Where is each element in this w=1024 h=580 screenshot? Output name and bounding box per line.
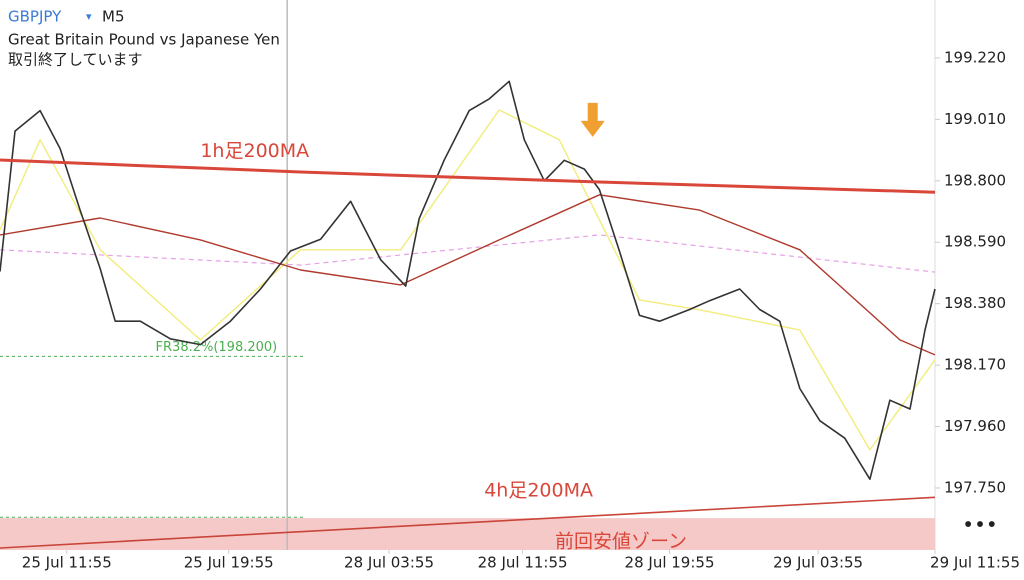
y-tick-label: 198.800 [944, 171, 1006, 189]
y-tick-label: 197.960 [944, 417, 1006, 435]
series-line [0, 496, 936, 549]
series-line [0, 109, 936, 451]
series-line [0, 80, 936, 480]
zone-label: 前回安値ゾーン [555, 531, 687, 553]
annotation: 4h足200MA [484, 479, 593, 501]
symbol[interactable]: GBPJPY [8, 8, 62, 26]
arrow [580, 102, 605, 137]
series-line [0, 194, 936, 356]
y-tick-label: 198.590 [944, 233, 1006, 251]
x-tick-label: 28 Jul 11:55 [478, 554, 568, 572]
more-menu[interactable]: ••• [962, 513, 997, 537]
y-tick-label: 199.220 [944, 48, 1006, 66]
series-line [0, 234, 936, 273]
y-tick-label: 198.380 [944, 294, 1006, 312]
x-tick-label: 28 Jul 19:55 [625, 554, 715, 572]
x-tick-label: 25 Jul 19:55 [184, 554, 274, 572]
x-tick-label: 29 Jul 11:55 [930, 554, 1020, 572]
timeframe[interactable]: M5 [102, 8, 125, 26]
series-line [0, 158, 936, 194]
x-tick-label: 28 Jul 03:55 [344, 554, 434, 572]
subtitle: Great Britain Pound vs Japanese Yen [8, 31, 280, 49]
y-tick-label: 197.750 [944, 478, 1006, 496]
x-tick-label: 25 Jul 11:55 [22, 554, 112, 572]
x-tick-label: 29 Jul 03:55 [773, 554, 863, 572]
y-tick-label: 199.010 [944, 110, 1006, 128]
status: 取引終了しています [8, 51, 143, 69]
y-tick-label: 198.170 [944, 356, 1006, 374]
annotation: 1h足200MA [200, 140, 309, 162]
dropdown-icon[interactable]: ▾ [86, 10, 92, 23]
level-label: FR38.2%(198.200) [156, 340, 278, 355]
